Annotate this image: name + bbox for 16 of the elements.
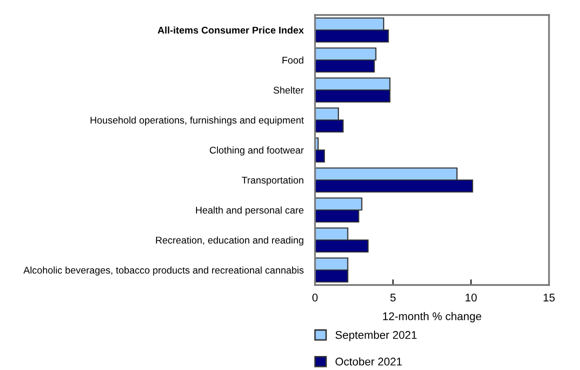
x-tick-label: 10: [466, 294, 477, 302]
y-tick-label: Clothing and footwear: [210, 146, 304, 156]
y-tick-label: Shelter: [274, 86, 304, 94]
legend-label: September 2021: [336, 330, 417, 342]
y-tick-label: Recreation, education and reading: [156, 236, 304, 246]
y-tick-label: Food: [282, 56, 304, 64]
y-tick-label: Alcoholic beverages, tobacco products and recreational cannabis: [23, 266, 304, 276]
x-tick-label: 15: [544, 294, 555, 302]
x-tick-label: 0: [312, 294, 318, 302]
legend-label: October 2021: [336, 357, 402, 366]
x-tick-label: 5: [390, 294, 396, 302]
y-tick-label: Household operations, furnishings and equipment: [90, 116, 304, 126]
y-tick-label: Health and personal care: [196, 206, 304, 216]
x-axis-title: 12-month % change: [383, 312, 482, 322]
y-tick-label: Transportation: [242, 176, 304, 186]
y-tick-label: All-items Consumer Price Index: [158, 26, 304, 34]
